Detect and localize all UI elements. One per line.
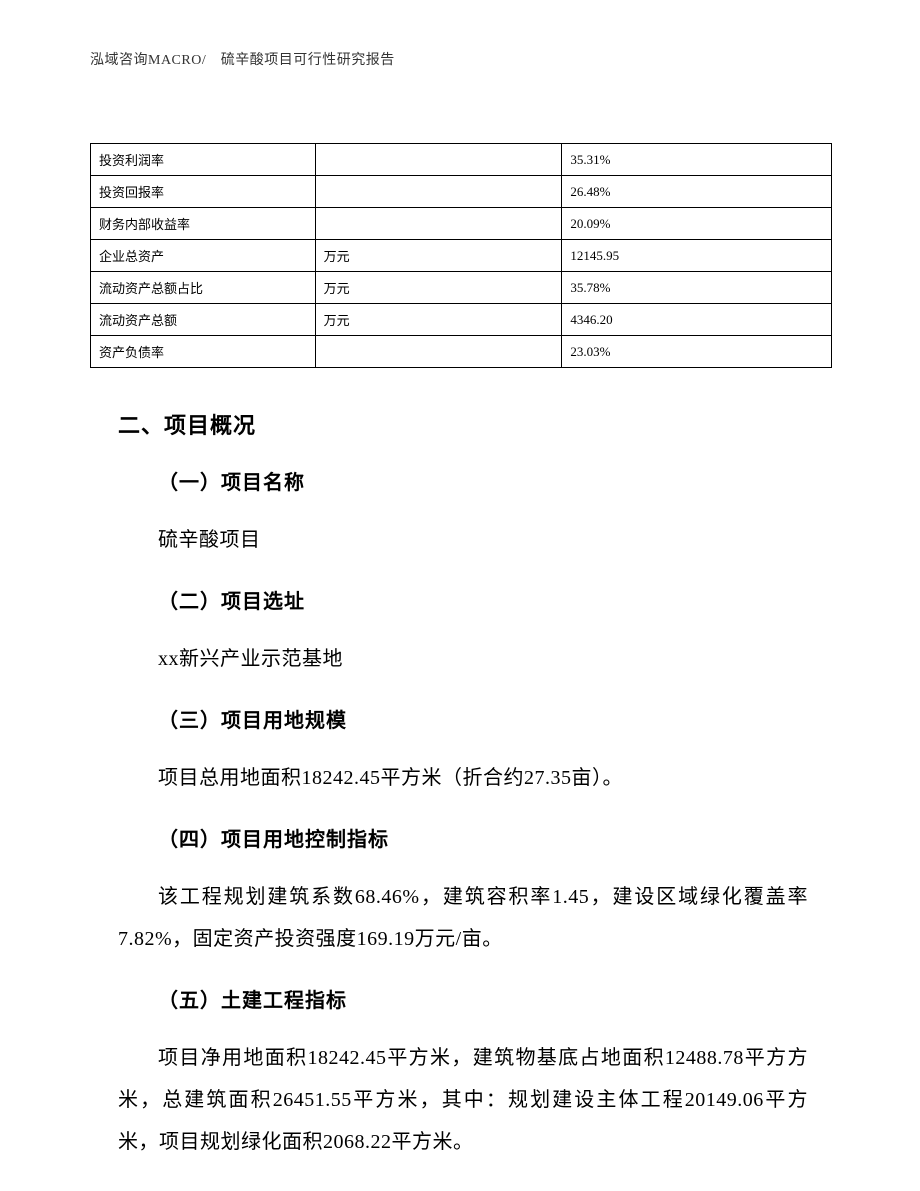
table-row: 流动资产总额占比 万元 35.78% <box>91 272 832 304</box>
row-label: 投资利润率 <box>91 144 316 176</box>
row-value: 23.03% <box>562 336 832 368</box>
body-paragraph: xx新兴产业示范基地 <box>118 638 808 680</box>
page-header: 泓域咨询MACRO/ 硫辛酸项目可行性研究报告 <box>90 49 395 69</box>
content-area: 二、项目概况 （一）项目名称 硫辛酸项目 （二）项目选址 xx新兴产业示范基地 … <box>118 408 808 1187</box>
sub-heading: （二）项目选址 <box>118 585 808 614</box>
row-label: 流动资产总额占比 <box>91 272 316 304</box>
row-label: 投资回报率 <box>91 176 316 208</box>
row-unit <box>315 208 562 240</box>
row-unit <box>315 144 562 176</box>
row-value: 26.48% <box>562 176 832 208</box>
table-row: 资产负债率 23.03% <box>91 336 832 368</box>
sub-heading: （一）项目名称 <box>118 466 808 495</box>
row-label: 流动资产总额 <box>91 304 316 336</box>
body-paragraph: 该工程规划建筑系数68.46%，建筑容积率1.45，建设区域绿化覆盖率7.82%… <box>118 876 808 960</box>
row-label: 财务内部收益率 <box>91 208 316 240</box>
table-row: 财务内部收益率 20.09% <box>91 208 832 240</box>
table-row: 投资利润率 35.31% <box>91 144 832 176</box>
financial-indicators-table: 投资利润率 35.31% 投资回报率 26.48% 财务内部收益率 20.09%… <box>90 143 832 368</box>
body-paragraph: 项目总用地面积18242.45平方米（折合约27.35亩）。 <box>118 757 808 799</box>
sub-heading: （三）项目用地规模 <box>118 704 808 733</box>
row-value: 12145.95 <box>562 240 832 272</box>
row-value: 35.78% <box>562 272 832 304</box>
row-unit <box>315 336 562 368</box>
row-value: 20.09% <box>562 208 832 240</box>
row-label: 资产负债率 <box>91 336 316 368</box>
row-value: 35.31% <box>562 144 832 176</box>
header-text: 泓域咨询MACRO/ 硫辛酸项目可行性研究报告 <box>90 53 395 68</box>
row-unit: 万元 <box>315 304 562 336</box>
row-unit: 万元 <box>315 272 562 304</box>
table-row: 流动资产总额 万元 4346.20 <box>91 304 832 336</box>
sub-heading: （五）土建工程指标 <box>118 984 808 1013</box>
section-title: 二、项目概况 <box>118 408 808 440</box>
sub-heading: （四）项目用地控制指标 <box>118 823 808 852</box>
row-unit <box>315 176 562 208</box>
table-row: 企业总资产 万元 12145.95 <box>91 240 832 272</box>
body-paragraph: 项目净用地面积18242.45平方米，建筑物基底占地面积12488.78平方方米… <box>118 1037 808 1163</box>
table-row: 投资回报率 26.48% <box>91 176 832 208</box>
row-unit: 万元 <box>315 240 562 272</box>
row-value: 4346.20 <box>562 304 832 336</box>
body-paragraph: 硫辛酸项目 <box>118 519 808 561</box>
row-label: 企业总资产 <box>91 240 316 272</box>
